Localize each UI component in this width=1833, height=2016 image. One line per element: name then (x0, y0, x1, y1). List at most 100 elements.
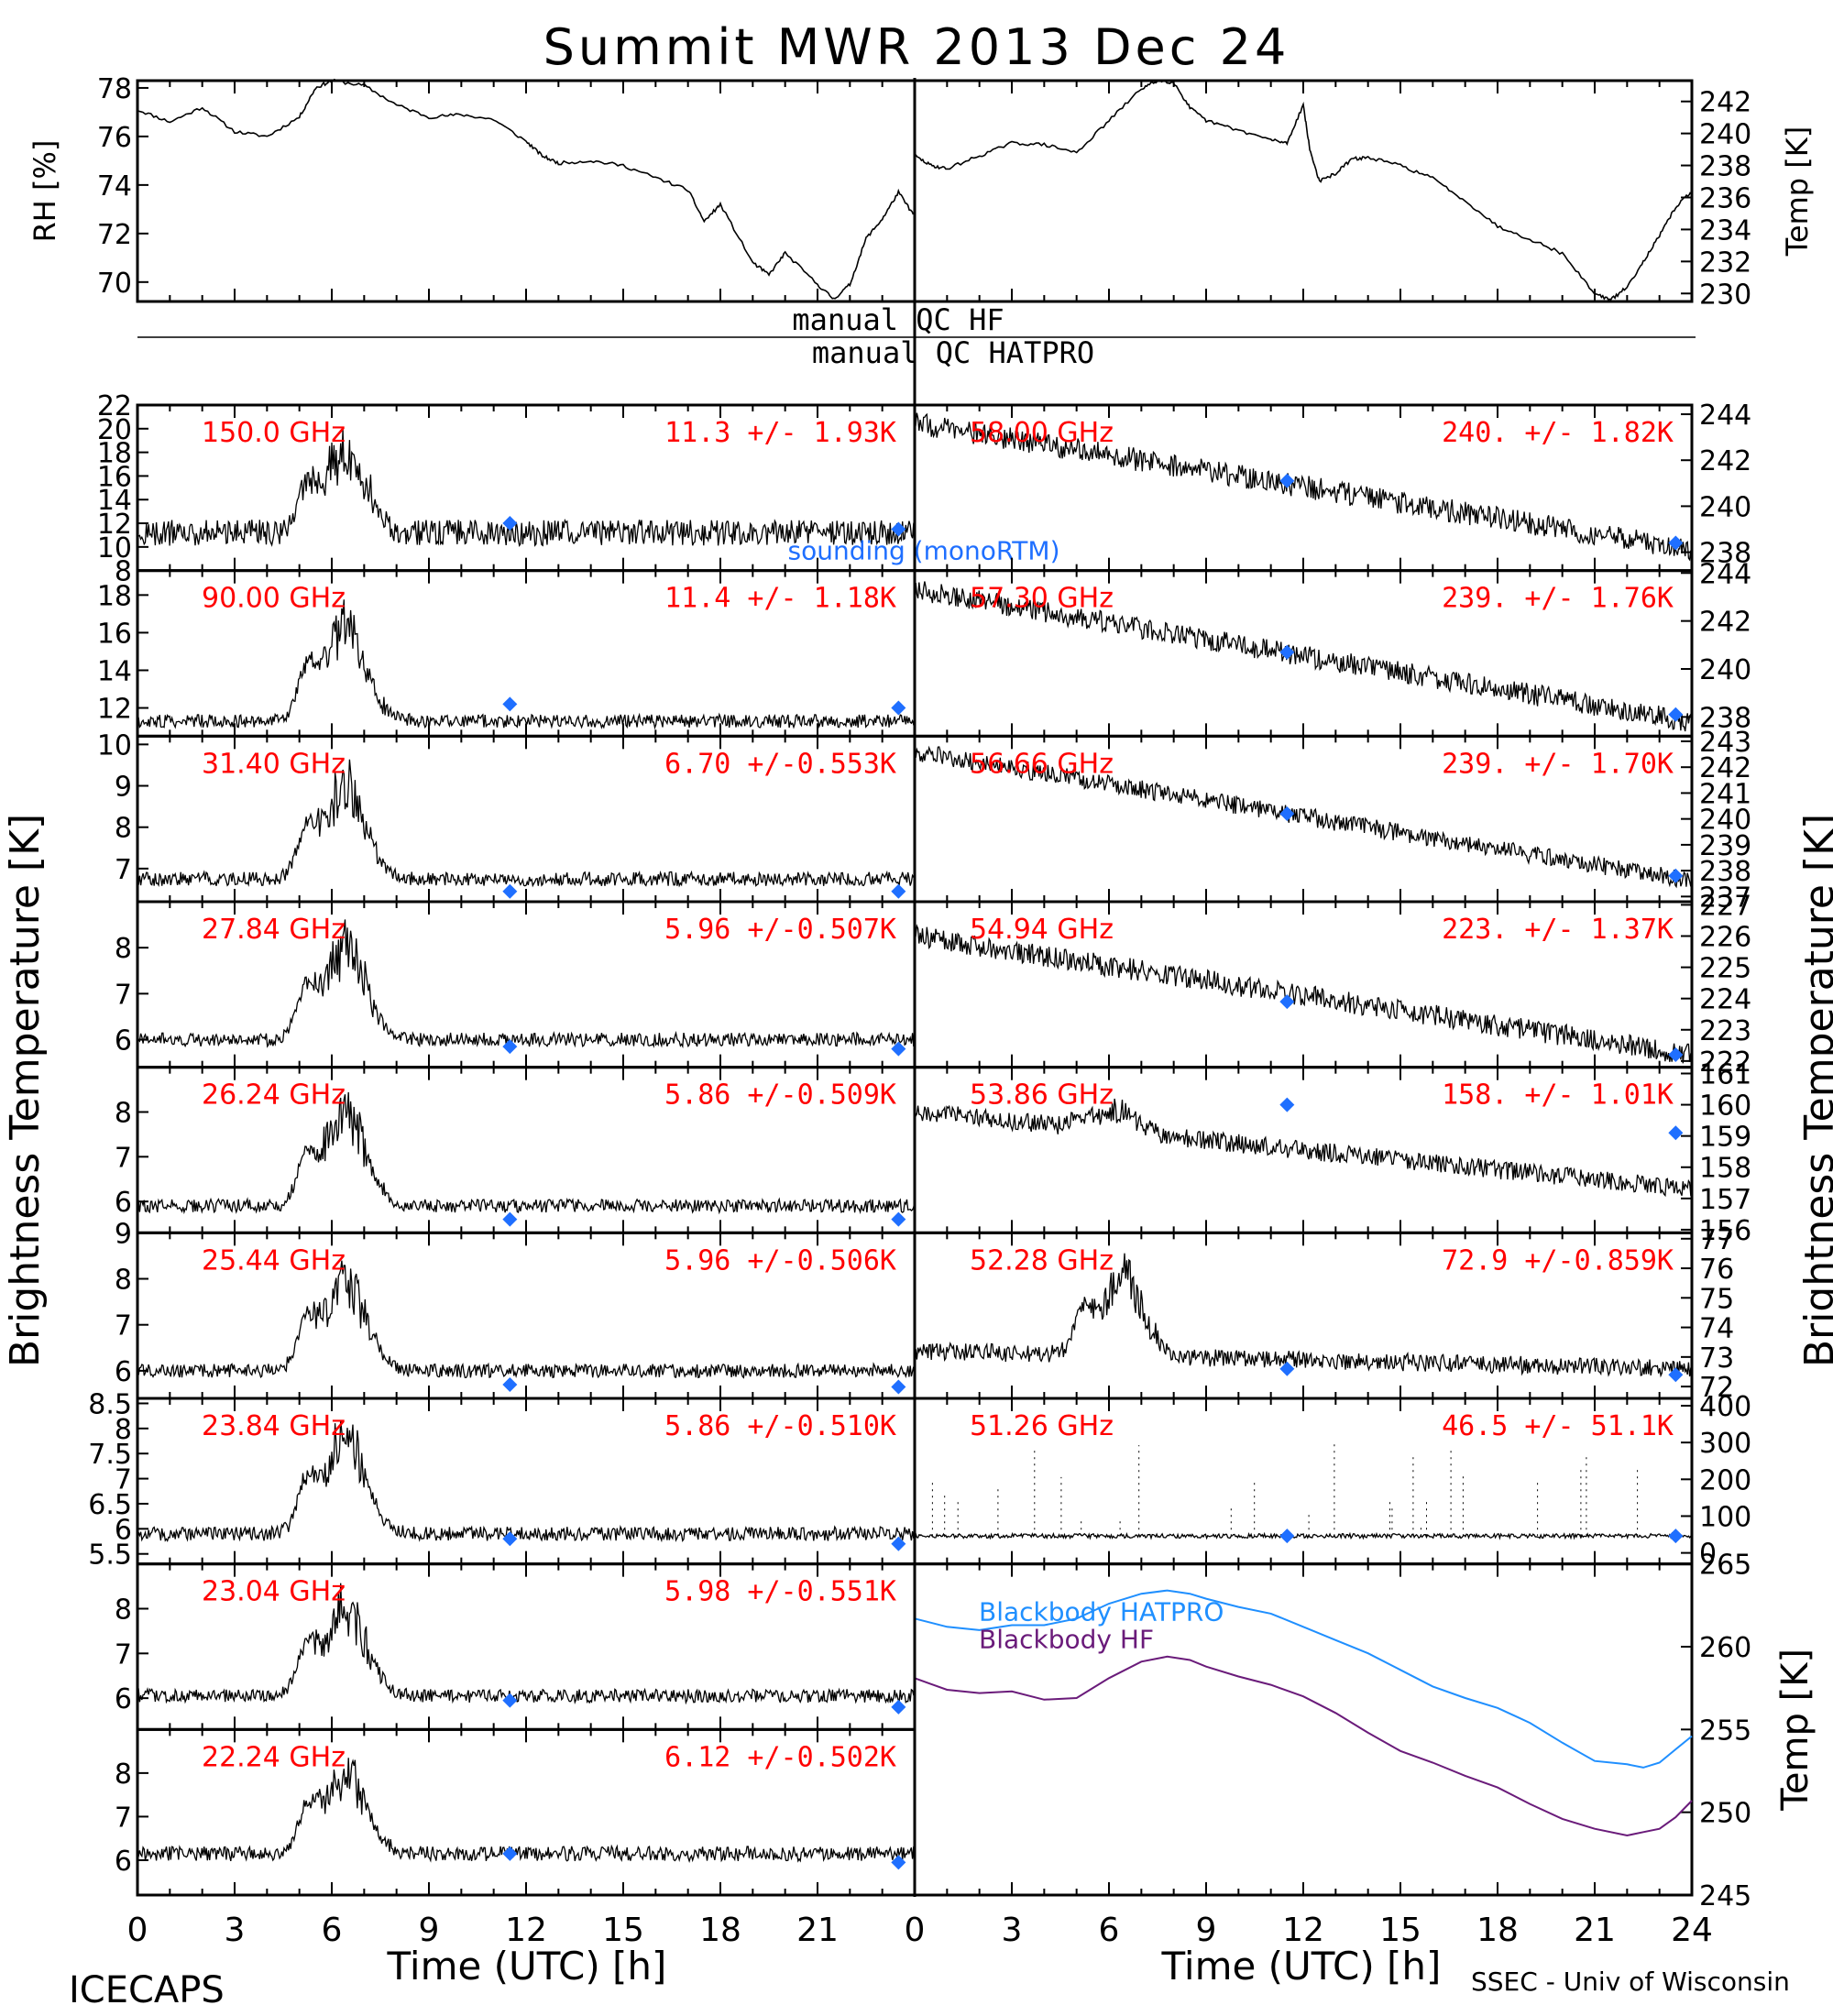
x-tick-label: 9 (419, 1912, 440, 1949)
panel-f2784-freq-label: 27.84 GHz (202, 914, 346, 946)
panel-f150-ytick-label: 22 (97, 390, 132, 422)
blackbody-ylabel: Temp [K] (1774, 1649, 1817, 1812)
panel-f2224-ytick-label: 6 (115, 1846, 132, 1878)
panel-f2384: 5.566.577.588.5 23.84 GHz 5.86 +/-0.510K (88, 1388, 916, 1572)
panel-f2624-ytick-label: 8 (115, 1097, 132, 1129)
panel-f5386-ytick-label: 160 (1699, 1090, 1751, 1123)
left-xlabel: Time (UTC) [h] (387, 1944, 667, 1989)
panel-f2384-ytick-label: 6.5 (88, 1489, 132, 1521)
panel-f2624-stat-label: 5.86 +/-0.509K (664, 1079, 896, 1112)
panel-f90-ytick-label: 16 (97, 618, 132, 650)
panel-f2544-trace (137, 1260, 916, 1379)
panel-f150-ytick-label: 16 (97, 461, 132, 493)
panel-f2624-ytick-label: 7 (115, 1142, 132, 1174)
panel-f2624-freq-label: 26.24 GHz (202, 1079, 346, 1112)
rh-panel-frame (136, 79, 916, 303)
panel-f5126-ytick-label: 100 (1699, 1501, 1751, 1533)
panel-f5730-freq-label: 57.30 GHz (970, 583, 1114, 615)
panel-f2224-ytick-label: 8 (115, 1759, 132, 1791)
panel-f5386-ytick-label: 158 (1699, 1153, 1751, 1185)
x-tick-label: 18 (1476, 1912, 1519, 1949)
panel-f5494-model-marker (1668, 1047, 1684, 1063)
panel-f2304-trace (137, 1583, 916, 1705)
panel-f5386-trace (914, 1098, 1693, 1198)
x-tick-label: 9 (1196, 1912, 1217, 1949)
panel-f5126-trace (914, 1531, 1693, 1540)
panel-f3140-ytick-label: 9 (115, 772, 132, 804)
panel-f2384-ytick-label: 5.5 (88, 1539, 132, 1572)
panel-f150-ytick-label: 12 (97, 509, 132, 541)
panel-f3140: 7 8 9 10 31.40 GHz 6.70 +/-0.553K (97, 729, 916, 904)
temp-panel-ylabel: Temp [K] (1780, 126, 1815, 257)
x-tick-label: 24 (1671, 1912, 1713, 1949)
blackbody-ytick-label: 260 (1699, 1632, 1751, 1664)
panel-f2224-model-marker (502, 1846, 518, 1861)
panel-f2304-stat-label: 5.98 +/-0.551K (664, 1576, 896, 1608)
panel-f5228-ytick-label: 74 (1699, 1313, 1734, 1345)
panel-f5126-ytick-label: 300 (1699, 1428, 1751, 1460)
panel-f5386-model-marker (1279, 1097, 1295, 1112)
panel-f5666-ytick-label: 240 (1699, 805, 1751, 837)
panel-f2784-model-marker (502, 1039, 518, 1055)
temp-panel-ytick-label: 240 (1699, 119, 1751, 151)
panel-f90-model-marker (891, 700, 906, 716)
panel-f5666-freq-label: 56.66 GHz (970, 748, 1114, 780)
temp-panel-ytick-label: 232 (1699, 247, 1751, 279)
panel-f5494-stat-label: 223. +/- 1.37K (1442, 914, 1674, 946)
panel-f5228-model-marker (1279, 1361, 1295, 1376)
panel-f2544-ytick-label: 9 (115, 1218, 132, 1250)
panel-f5800-freq-label: 58.00 GHz (970, 417, 1114, 449)
panel-f5800-ytick-label: 240 (1699, 491, 1751, 523)
panel-f2544-freq-label: 25.44 GHz (202, 1244, 346, 1276)
blackbody-ytick-label: 250 (1699, 1798, 1751, 1830)
panel-f5666-ytick-label: 238 (1699, 856, 1751, 888)
footer-right: SSEC - Univ of Wisconsin (1471, 1967, 1790, 1997)
panel-f2624: 6 7 8 26.24 GHz 5.86 +/-0.509K (115, 1066, 916, 1234)
panel-f5126-ytick-label: 200 (1699, 1464, 1751, 1496)
x-tick-label: 15 (1379, 1912, 1421, 1949)
panel-f2624-model-marker (891, 1211, 906, 1227)
panel-f5666-stat-label: 239. +/- 1.70K (1442, 748, 1674, 780)
figure-title: Summit MWR 2013 Dec 24 (543, 18, 1290, 76)
panel-f2384-ytick-label: 6 (115, 1514, 132, 1546)
panel-f5666-ytick-label: 241 (1699, 778, 1751, 810)
panel-f90-ytick-label: 14 (97, 655, 132, 687)
blackbody-ytick-label: 255 (1699, 1715, 1751, 1747)
panel-f2384-model-marker (891, 1536, 906, 1551)
panel-f5800-ytick-label: 238 (1699, 538, 1751, 570)
panel-f5386-model-marker (1668, 1125, 1684, 1141)
panel-f90-ytick-label: 12 (97, 694, 132, 726)
panel-f90: 12 14 16 18 90.00 GHz 11.4 +/- 1.18K (97, 569, 916, 738)
panel-f5228-ytick-label: 76 (1699, 1254, 1734, 1286)
panel-f3140-model-marker (502, 883, 518, 899)
panel-f5228-ytick-label: 72 (1699, 1372, 1734, 1404)
rh-panel: 70 72 74 76 78 RH [%] (27, 73, 916, 303)
qc-hf-label: manual QC HF (792, 302, 1004, 337)
panel-f5228-model-marker (1668, 1367, 1684, 1383)
panel-f2624-trace (137, 1091, 916, 1215)
panel-f5228-ytick-label: 73 (1699, 1342, 1734, 1375)
panel-f2784-trace (137, 919, 916, 1049)
rh-panel-line (137, 78, 915, 300)
x-tick-label: 12 (1282, 1912, 1324, 1949)
temp-panel-ytick-label: 238 (1699, 151, 1751, 183)
panel-f5494-ytick-label: 224 (1699, 984, 1751, 1016)
blackbody-ytick-label: 245 (1699, 1880, 1751, 1912)
panel-f2224: 6 7 8 22.24 GHz 6.12 +/-0.502K (115, 1727, 916, 1897)
panel-f2784-ytick-label: 7 (115, 979, 132, 1011)
panel-f2384-ytick-label: 8 (115, 1414, 132, 1446)
panel-f5126-ytick-label: 400 (1699, 1391, 1751, 1423)
panel-f2544-stat-label: 5.96 +/-0.506K (664, 1244, 896, 1276)
x-tick-label: 6 (1099, 1912, 1120, 1949)
temp-panel-ytick-label: 234 (1699, 214, 1751, 247)
panel-f5666-model-marker (1668, 868, 1684, 883)
panel-f2784-stat-label: 5.96 +/-0.507K (664, 914, 896, 946)
rh-panel-ylabel: RH [%] (27, 140, 62, 243)
qc-hatpro-label: manual QC HATPRO (812, 335, 1094, 370)
qc-block: manual QC HF manual QC HATPRO (137, 302, 1696, 370)
panel-f2304-model-marker (502, 1693, 518, 1708)
panel-f5730-ytick-label: 244 (1699, 558, 1751, 590)
rh-panel-ytick-label: 78 (97, 73, 132, 105)
panel-f3140-stat-label: 6.70 +/-0.553K (664, 748, 896, 780)
